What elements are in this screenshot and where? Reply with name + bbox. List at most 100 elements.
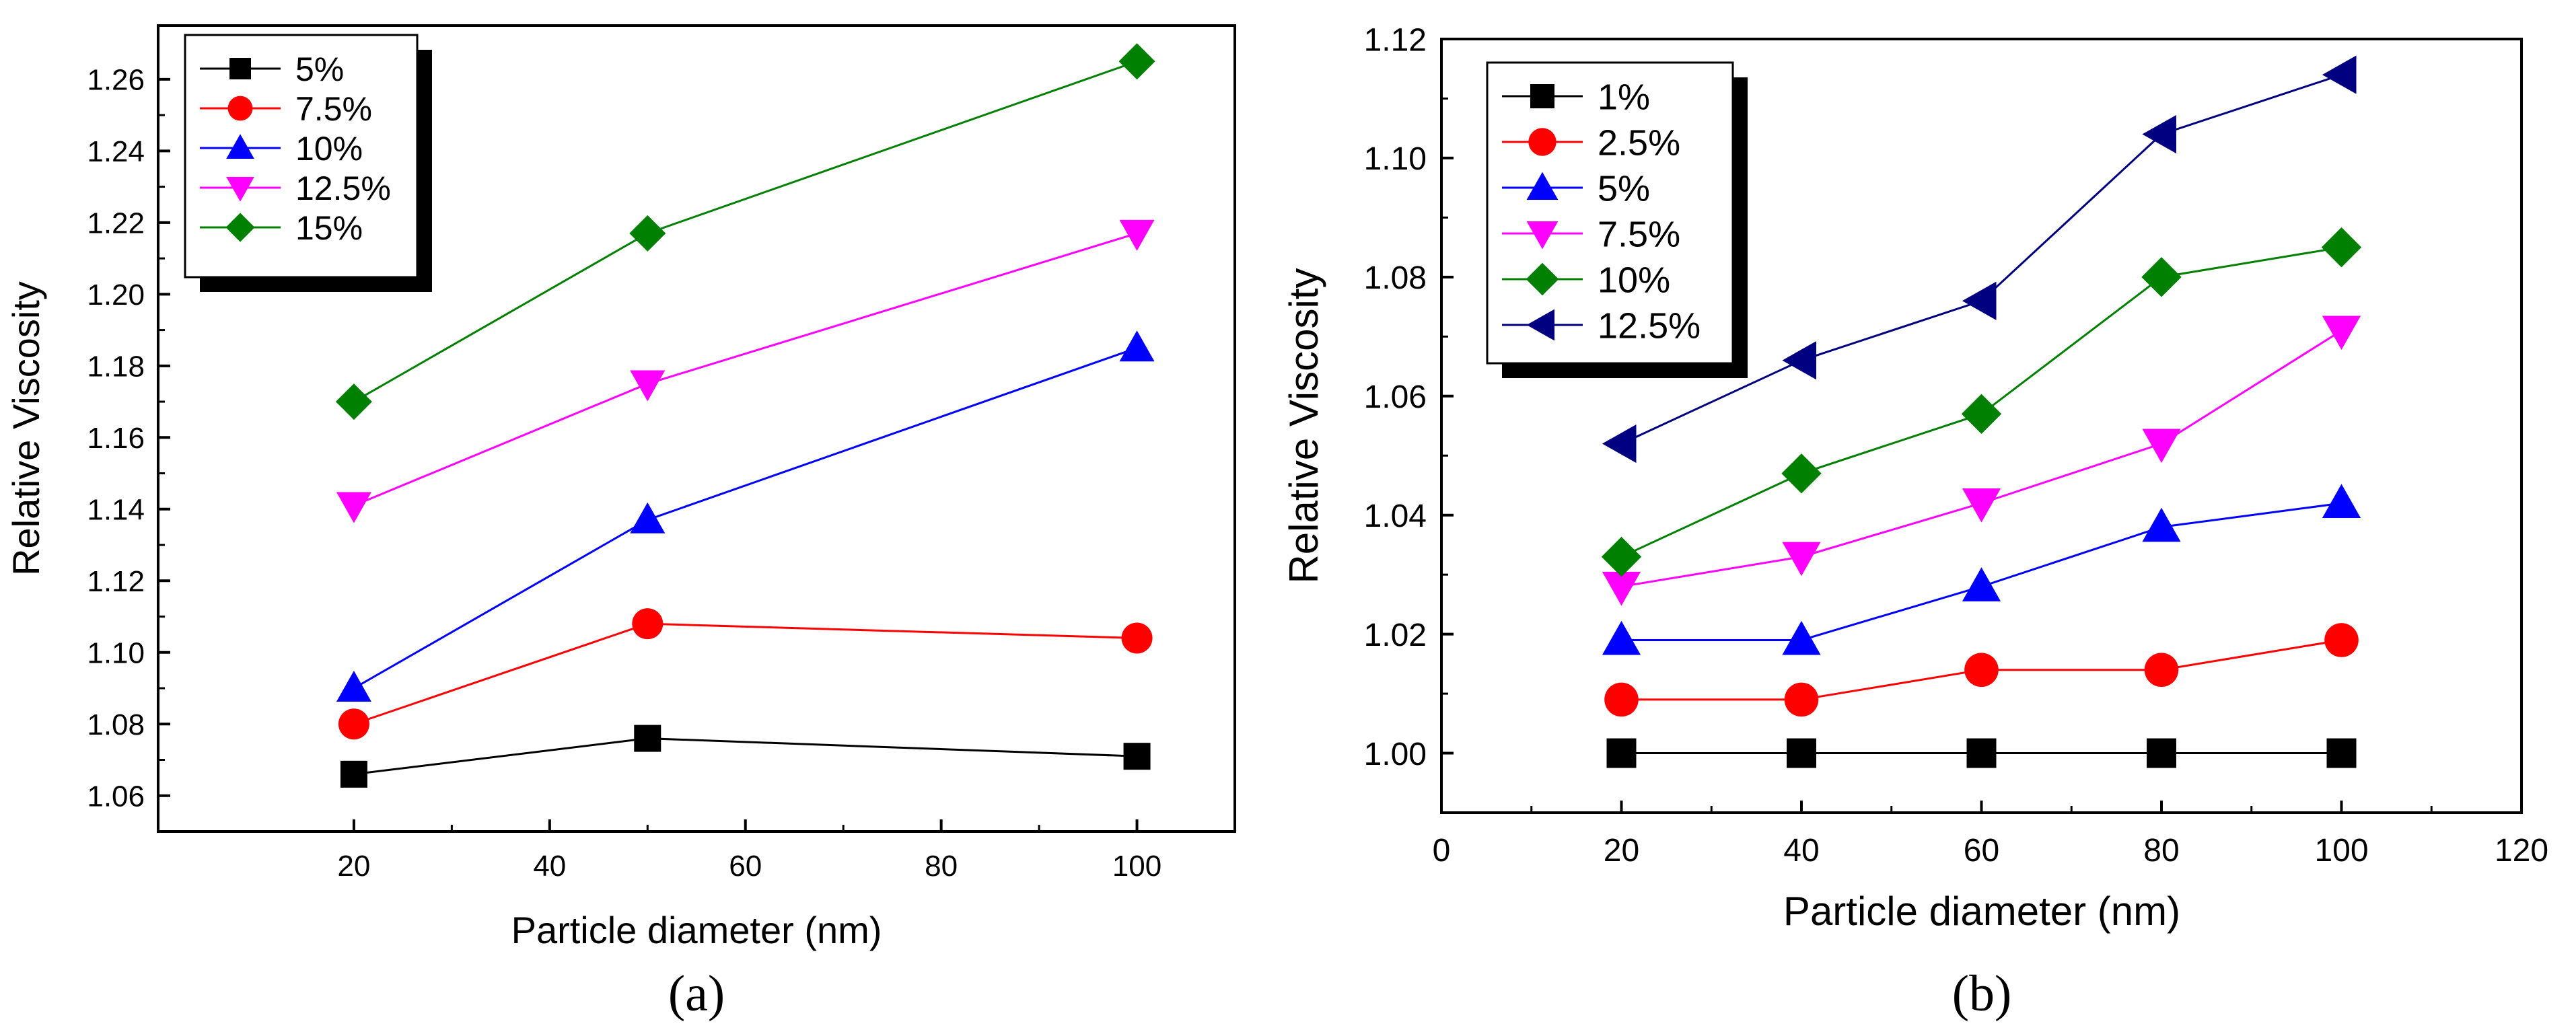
y-tick-label: 1.08 [87, 708, 145, 741]
x-axis-title-a: Particle diameter (nm) [511, 909, 882, 951]
data-point [630, 370, 666, 402]
x-tick-label: 0 [1433, 833, 1451, 869]
legend-label: 1% [1598, 77, 1650, 117]
y-tick-label: 1.16 [87, 422, 145, 455]
legend-marker [229, 58, 251, 79]
y-tick-label: 1.26 [87, 64, 145, 97]
data-point [1119, 219, 1155, 251]
legend-marker [1526, 221, 1559, 250]
legend-marker [1526, 309, 1554, 341]
x-tick-label: 60 [729, 850, 762, 883]
data-point [1784, 682, 1819, 717]
legend-label: 10% [295, 130, 363, 168]
x-tick-label: 20 [337, 850, 370, 883]
y-tick-label: 1.06 [87, 780, 145, 813]
legend-label: 12.5% [295, 170, 391, 207]
data-point [1602, 571, 1641, 606]
data-point [338, 708, 369, 740]
y-tick-label: 1.12 [1364, 22, 1427, 58]
x-tick-label: 40 [533, 850, 566, 883]
x-tick-label: 100 [2314, 833, 2368, 869]
data-point [1962, 281, 1997, 320]
legend-marker [1526, 172, 1559, 200]
y-tick-label: 1.18 [87, 350, 145, 383]
legend-b: 1% 2.5% 5% 7.5% 10% 12.5% [1486, 61, 1748, 378]
data-point [634, 725, 661, 752]
data-point [335, 383, 372, 420]
y-tick-label: 1.00 [1364, 737, 1427, 772]
data-point [1602, 424, 1637, 464]
data-point [1962, 567, 2001, 601]
legend-marker [1528, 128, 1557, 156]
data-point [2321, 227, 2362, 268]
y-tick-label: 1.22 [87, 207, 145, 240]
y-tick-label: 1.24 [87, 135, 145, 168]
data-point [1602, 620, 1641, 655]
data-point [2142, 507, 2181, 542]
x-axis-title-b: Particle diameter (nm) [1783, 889, 2180, 934]
data-point [1601, 536, 1642, 577]
y-tick-label: 1.20 [87, 279, 145, 311]
data-point [2142, 429, 2181, 464]
data-point [336, 671, 371, 702]
legend-label: 7.5% [295, 90, 372, 128]
x-tick-label: 40 [1783, 833, 1819, 869]
x-tick-label: 80 [2143, 833, 2179, 869]
x-tick-label: 120 [2495, 833, 2548, 869]
legend-label: 5% [295, 50, 344, 88]
y-tick-label: 1.02 [1364, 618, 1427, 653]
legend-label: 12.5% [1598, 305, 1701, 346]
chart-panel-b: 0 20 40 60 80 100 120 1.00 1.02 1.04 1.06 1.08 1.10 1… [1281, 22, 2548, 1022]
data-point [1962, 488, 2001, 523]
series-markers-b [1601, 55, 2362, 768]
legend-marker [226, 134, 254, 159]
legend-marker [1530, 84, 1554, 108]
y-axis-title-a: Relative Viscosity [5, 281, 47, 576]
data-point [1782, 542, 1821, 577]
axes-a: 20 40 60 80 100 1.06 1.08 1.10 1.12 1.14 1.16 1.18 1… [87, 64, 1161, 883]
data-point [629, 215, 666, 252]
data-point [1961, 394, 2002, 435]
data-point [2322, 55, 2357, 94]
data-point [340, 760, 367, 788]
y-tick-label: 1.08 [1364, 260, 1427, 296]
data-point [1604, 682, 1639, 717]
legend-marker [226, 177, 254, 202]
y-tick-label: 1.10 [1364, 141, 1427, 177]
legend-marker [227, 96, 253, 121]
chart-panel-a: 20 40 60 80 100 1.06 1.08 1.10 1.12 1.14 1.16 1.18 1… [5, 24, 1236, 1022]
data-point [2324, 623, 2359, 657]
data-point [2144, 653, 2179, 687]
y-tick-label: 1.14 [87, 494, 145, 527]
legend-label: 7.5% [1598, 214, 1680, 254]
y-axis-title-b: Relative Viscosity [1281, 268, 1326, 583]
legend-marker [225, 213, 255, 242]
x-tick-label: 100 [1112, 850, 1161, 883]
x-tick-label: 60 [1964, 833, 1999, 869]
legend-box [184, 34, 419, 279]
data-point [632, 608, 664, 640]
data-point [336, 492, 371, 523]
data-point [2322, 484, 2361, 518]
data-point [630, 502, 666, 533]
data-point [1782, 341, 1816, 380]
data-point [2142, 114, 2176, 154]
y-tick-label: 1.10 [87, 637, 145, 670]
data-point [1118, 43, 1155, 80]
data-point [2322, 316, 2361, 350]
legend-label: 2.5% [1598, 122, 1680, 163]
legend-box [1486, 61, 1734, 365]
data-point [1781, 453, 1822, 494]
data-point [2326, 738, 2357, 768]
data-point [1606, 738, 1637, 768]
data-point [1966, 738, 1997, 768]
legend-marker [1526, 262, 1559, 296]
data-point [1782, 620, 1821, 655]
data-point [1119, 330, 1155, 362]
caption-a: (a) [668, 965, 725, 1022]
y-tick-label: 1.06 [1364, 379, 1427, 415]
legend-a: 5%7.5%10%12.5%15% [184, 34, 432, 292]
caption-b: (b) [1952, 965, 2012, 1022]
data-point [1121, 622, 1153, 654]
x-tick-label: 20 [1604, 833, 1639, 869]
